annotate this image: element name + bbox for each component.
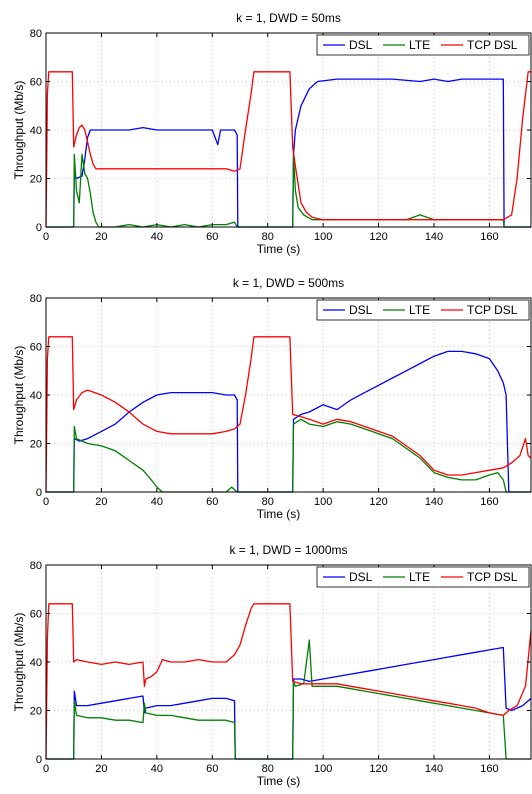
y-axis-label: Throughput (Mb/s) <box>12 613 26 712</box>
legend-label: TCP DSL <box>467 38 518 52</box>
x-tick-label: 100 <box>314 763 332 775</box>
x-tick-label: 100 <box>314 231 332 243</box>
x-tick-label: 140 <box>425 231 443 243</box>
x-tick-label: 160 <box>480 496 498 508</box>
x-tick-label: 60 <box>206 231 218 243</box>
y-tick-label: 0 <box>36 754 42 766</box>
x-tick-label: 160 <box>480 231 498 243</box>
x-tick-label: 100 <box>314 496 332 508</box>
chart-title: k = 1, DWD = 50ms <box>236 11 341 25</box>
x-tick-label: 60 <box>206 496 218 508</box>
x-tick-label: 20 <box>95 231 107 243</box>
x-tick-label: 40 <box>151 763 163 775</box>
series-line-tcp-dsl <box>45 71 531 228</box>
y-tick-label: 60 <box>30 77 42 89</box>
legend-label: LTE <box>409 38 430 52</box>
legend-label: LTE <box>409 570 430 584</box>
x-tick-label: 20 <box>95 496 107 508</box>
legend-box <box>316 299 530 321</box>
legend-box <box>316 566 530 588</box>
chart-panel: 0 20 40 60 80 100 120 140 160 0 20 40 60 80 k = 1, DWD… <box>12 543 532 788</box>
x-tick-label: 0 <box>43 496 49 508</box>
y-tick-label: 80 <box>30 560 42 572</box>
chart-panel: 0 20 40 60 80 100 120 140 160 0 20 40 60 80 k = 1, DWD… <box>12 276 532 521</box>
x-tick-label: 60 <box>206 763 218 775</box>
legend-box <box>316 34 530 56</box>
series-line-dsl <box>46 78 531 228</box>
legend-label: DSL <box>349 570 373 584</box>
legend: DSL LTE TCP DSL <box>316 299 530 321</box>
x-tick-label: 120 <box>369 496 387 508</box>
series-line-tcp-dsl <box>45 336 532 493</box>
x-tick-label: 140 <box>425 763 443 775</box>
y-tick-label: 60 <box>30 342 42 354</box>
x-tick-label: 0 <box>43 763 49 775</box>
legend-label: TCP DSL <box>467 303 518 317</box>
y-axis-label: Throughput (Mb/s) <box>12 346 26 445</box>
y-tick-label: 80 <box>30 293 42 305</box>
y-tick-label: 80 <box>30 28 42 40</box>
legend: DSL LTE TCP DSL <box>316 566 530 588</box>
x-axis-label: Time (s) <box>257 242 301 256</box>
x-tick-label: 0 <box>43 231 49 243</box>
chart-panel: 0 20 40 60 80 100 120 140 160 0 20 40 60 80 k = 1, DWD… <box>12 11 532 256</box>
y-tick-label: 20 <box>30 706 42 718</box>
y-tick-label: 40 <box>30 657 42 669</box>
x-tick-label: 40 <box>151 496 163 508</box>
series-line-lte <box>46 418 531 493</box>
x-tick-label: 40 <box>151 231 163 243</box>
y-tick-label: 20 <box>30 174 42 186</box>
series-line-dsl <box>46 350 531 493</box>
x-tick-label: 140 <box>425 496 443 508</box>
x-axis-label: Time (s) <box>257 507 301 521</box>
chart-title: k = 1, DWD = 1000ms <box>229 543 347 557</box>
x-tick-label: 120 <box>369 231 387 243</box>
chart-title: k = 1, DWD = 500ms <box>233 276 344 290</box>
x-tick-label: 80 <box>262 231 274 243</box>
legend: DSL LTE TCP DSL <box>316 34 530 56</box>
x-tick-label: 160 <box>480 763 498 775</box>
y-tick-label: 0 <box>36 222 42 234</box>
y-tick-label: 0 <box>36 487 42 499</box>
x-tick-label: 120 <box>369 763 387 775</box>
y-tick-label: 60 <box>30 609 42 621</box>
legend-label: DSL <box>349 303 373 317</box>
legend-label: LTE <box>409 303 430 317</box>
y-axis-label: Throughput (Mb/s) <box>12 81 26 180</box>
legend-label: TCP DSL <box>467 570 518 584</box>
y-tick-label: 40 <box>30 125 42 137</box>
series-line-dsl <box>46 646 532 760</box>
x-axis-label: Time (s) <box>257 774 301 788</box>
y-tick-label: 20 <box>30 439 42 451</box>
y-tick-label: 40 <box>30 390 42 402</box>
x-tick-label: 80 <box>262 763 274 775</box>
legend-label: DSL <box>349 38 373 52</box>
x-tick-label: 20 <box>95 763 107 775</box>
series-line-tcp-dsl <box>45 603 532 760</box>
x-tick-label: 80 <box>262 496 274 508</box>
